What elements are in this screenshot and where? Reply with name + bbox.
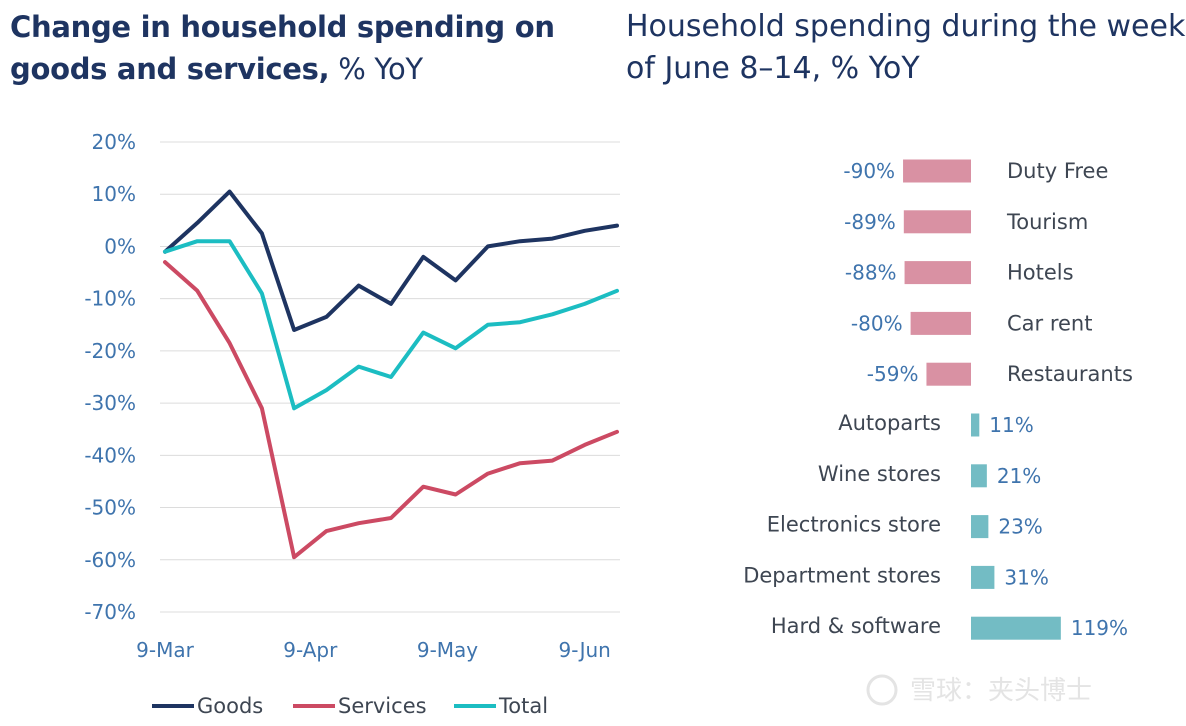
bar-value-label: 119%: [1071, 616, 1128, 640]
y-tick-label: -60%: [84, 548, 136, 572]
bar-category-label: Electronics store: [767, 513, 941, 537]
watermark-text: 雪球：夹头博士: [910, 676, 1092, 706]
bar-category-label: Duty Free: [1007, 159, 1108, 183]
line-chart-title-main: Change in household spending on goods an…: [10, 10, 555, 86]
line-chart-title: Change in household spending on goods an…: [10, 6, 610, 90]
watermark: 雪球：夹头博士: [866, 674, 1092, 706]
bar-value-label: 11%: [989, 413, 1033, 437]
line-chart-x-axis: 9-Mar 9-Apr 9-May 9-Jun: [136, 638, 611, 662]
bar: [903, 159, 971, 183]
line-chart-y-axis: 20% 10% 0% -10% -20% -30% -40% -50% -60% -70%: [84, 130, 136, 624]
bar: [926, 362, 971, 386]
bar-category-label: Restaurants: [1007, 362, 1133, 386]
y-tick-label: 10%: [92, 182, 136, 206]
bar-value-label: -89%: [844, 210, 896, 234]
series-line-total: [163, 239, 619, 411]
y-tick-label: -50%: [84, 496, 136, 520]
line-chart-gridlines: [160, 141, 620, 613]
bar: [910, 311, 971, 335]
line-chart-series: [163, 189, 619, 560]
bar-value-label: -90%: [843, 159, 895, 183]
bar-value-label: 23%: [998, 515, 1042, 539]
series-line-services: [163, 260, 619, 560]
bar: [904, 261, 971, 285]
bar: [903, 210, 971, 234]
bar-chart: -90% Duty Free -89% Tourism -88% Hotels -80% Ca…: [743, 159, 1133, 640]
bar-category-label: Wine stores: [818, 462, 941, 486]
y-tick-label: -30%: [84, 391, 136, 415]
bar-value-label: -80%: [851, 311, 903, 335]
bar-value-label: 21%: [997, 464, 1041, 488]
bar: [971, 565, 995, 589]
bar-value-label: -88%: [845, 261, 897, 285]
x-tick-label: 9-Jun: [559, 638, 611, 662]
y-tick-label: -70%: [84, 600, 136, 624]
bar-chart-title: Household spending during the week of Ju…: [626, 9, 1186, 86]
y-tick-label: -40%: [84, 443, 136, 467]
bar-category-label: Hotels: [1007, 261, 1074, 285]
x-tick-label: 9-Apr: [283, 638, 338, 662]
watermark-logo-icon: [866, 674, 898, 706]
line-chart-title-unit: % YoY: [338, 52, 423, 86]
legend-label: Services: [338, 694, 427, 718]
bar: [971, 616, 1061, 640]
bar-category-label: Autoparts: [838, 411, 941, 435]
bar-category-label: Hard & software: [771, 614, 941, 638]
series-line-goods: [163, 189, 619, 332]
legend-label: Total: [498, 694, 548, 718]
bar: [971, 515, 989, 539]
y-tick-label: 20%: [92, 130, 136, 154]
x-tick-label: 9-May: [417, 638, 478, 662]
y-tick-label: -10%: [84, 287, 136, 311]
bar-category-label: Department stores: [743, 563, 941, 587]
bar-category-label: Tourism: [1006, 210, 1088, 234]
line-chart-legend: Goods Services Total: [152, 694, 548, 718]
y-tick-label: 0%: [104, 234, 136, 258]
x-tick-label: 9-Mar: [136, 638, 194, 662]
y-tick-label: -20%: [84, 339, 136, 363]
bar: [971, 464, 987, 488]
bar-value-label: -59%: [867, 362, 919, 386]
bar-value-label: 31%: [1004, 565, 1048, 589]
bar-category-label: Car rent: [1007, 311, 1092, 335]
bar: [971, 413, 980, 437]
legend-label: Goods: [197, 694, 263, 718]
